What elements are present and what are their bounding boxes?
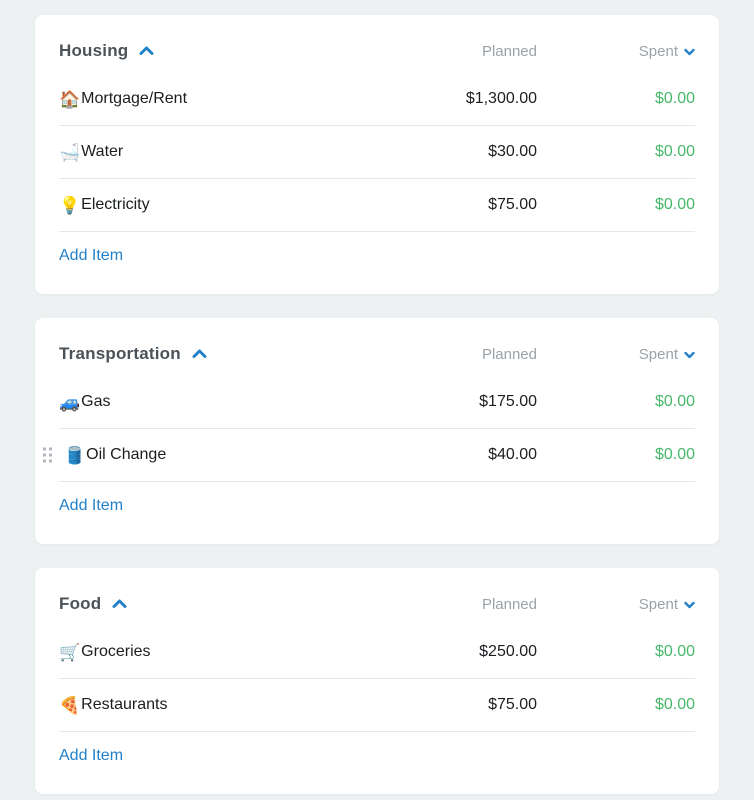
planned-amount[interactable]: $250.00	[479, 643, 537, 660]
collapse-chevron-up-icon[interactable]	[112, 599, 127, 609]
item-label: Mortgage/Rent	[81, 90, 188, 107]
item-label: Groceries	[81, 643, 151, 660]
chevron-down-icon	[684, 43, 695, 60]
spent-column-label: Spent	[638, 42, 678, 60]
item-label-wrap: 🛁 Water	[59, 143, 377, 161]
item-label: Oil Change	[86, 446, 167, 463]
item-label-wrap: 🏠 Mortgage/Rent	[59, 90, 377, 108]
add-item-button[interactable]: Add Item	[59, 497, 124, 514]
collapse-chevron-up-icon[interactable]	[192, 349, 207, 359]
add-item-button[interactable]: Add Item	[59, 247, 124, 264]
item-label-wrap: 🛒 Groceries	[59, 643, 377, 661]
spent-amount[interactable]: $0.00	[654, 393, 695, 410]
chevron-down-icon	[684, 596, 695, 613]
budget-item-row[interactable]: 🍕 Restaurants $75.00 $0.00	[59, 679, 695, 732]
spent-column-label: Spent	[638, 345, 678, 363]
item-label-wrap: 🚙 Gas	[59, 393, 377, 411]
chevron-down-icon	[684, 346, 695, 363]
planned-amount[interactable]: $1,300.00	[465, 90, 537, 107]
planned-amount[interactable]: $175.00	[479, 393, 537, 410]
spent-amount[interactable]: $0.00	[654, 446, 695, 463]
house-icon: 🏠	[59, 89, 81, 109]
planned-amount[interactable]: $75.00	[488, 196, 537, 213]
spent-column-dropdown[interactable]: Spent	[537, 596, 695, 613]
spent-column-dropdown[interactable]: Spent	[537, 43, 695, 60]
oil-drum-icon: 🛢️	[64, 445, 86, 465]
category-title-wrap: Transportation	[59, 344, 207, 364]
category-title-wrap: Housing	[59, 41, 154, 61]
add-item-row: Add Item	[59, 232, 695, 280]
item-label: Electricity	[81, 196, 150, 213]
planned-column-header: Planned	[481, 42, 537, 60]
pizza-icon: 🍕	[59, 695, 81, 715]
add-item-button[interactable]: Add Item	[59, 747, 124, 764]
category-title: Housing	[59, 41, 129, 60]
budget-item-row[interactable]: 🛢️ Oil Change $40.00 $0.00	[43, 429, 695, 482]
collapse-chevron-up-icon[interactable]	[139, 46, 154, 56]
item-label-wrap: 💡 Electricity	[59, 196, 377, 214]
category-title: Food	[59, 594, 102, 613]
shopping-cart-icon: 🛒	[59, 642, 81, 662]
spent-column-dropdown[interactable]: Spent	[537, 346, 695, 363]
category-header: Transportation Planned Spent	[59, 332, 695, 376]
category-card-housing: Housing Planned Spent 🏠 Mortgage/Rent $1…	[35, 15, 719, 294]
category-card-food: Food Planned Spent 🛒 Groceries $250.00 $…	[35, 568, 719, 794]
spent-amount[interactable]: $0.00	[654, 696, 695, 713]
car-icon: 🚙	[59, 392, 81, 412]
budget-item-row[interactable]: 🛁 Water $30.00 $0.00	[59, 126, 695, 179]
item-label: Water	[81, 143, 124, 160]
add-item-row: Add Item	[59, 732, 695, 780]
item-label: Gas	[81, 393, 111, 410]
budget-item-row[interactable]: 🏠 Mortgage/Rent $1,300.00 $0.00	[59, 73, 695, 126]
item-label-wrap: 🍕 Restaurants	[59, 696, 377, 714]
category-title-wrap: Food	[59, 594, 127, 614]
category-card-transportation: Transportation Planned Spent 🚙 Gas $175.…	[35, 318, 719, 544]
budget-item-row[interactable]: 🚙 Gas $175.00 $0.00	[59, 376, 695, 429]
lightbulb-icon: 💡	[59, 195, 81, 215]
planned-column-header: Planned	[481, 595, 537, 613]
spent-amount[interactable]: $0.00	[654, 90, 695, 107]
drag-handle-icon[interactable]	[43, 447, 52, 463]
planned-column-header: Planned	[481, 345, 537, 363]
category-title: Transportation	[59, 344, 181, 363]
category-header: Housing Planned Spent	[59, 29, 695, 73]
item-label: Restaurants	[81, 696, 168, 713]
planned-amount[interactable]: $30.00	[488, 143, 537, 160]
item-label-wrap: 🛢️ Oil Change	[59, 446, 377, 464]
spent-amount[interactable]: $0.00	[654, 196, 695, 213]
budget-item-row[interactable]: 🛒 Groceries $250.00 $0.00	[59, 626, 695, 679]
spent-column-label: Spent	[638, 595, 678, 613]
planned-amount[interactable]: $40.00	[488, 446, 537, 463]
bathtub-icon: 🛁	[59, 142, 81, 162]
spent-amount[interactable]: $0.00	[654, 143, 695, 160]
category-header: Food Planned Spent	[59, 582, 695, 626]
planned-amount[interactable]: $75.00	[488, 696, 537, 713]
budget-item-row[interactable]: 💡 Electricity $75.00 $0.00	[59, 179, 695, 232]
spent-amount[interactable]: $0.00	[654, 643, 695, 660]
add-item-row: Add Item	[59, 482, 695, 530]
